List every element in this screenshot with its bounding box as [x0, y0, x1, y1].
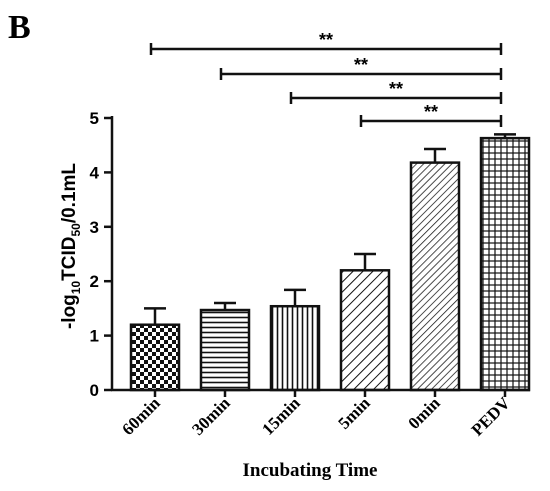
y-axis-title: -log10TCID50/0.1mL [59, 163, 83, 329]
bar [129, 323, 181, 392]
bar [409, 161, 461, 392]
significance-label: ** [319, 30, 333, 50]
x-tick-label: 30min [188, 393, 234, 439]
y-tick-label: 1 [90, 327, 99, 346]
significance-label: ** [389, 79, 403, 99]
y-axis-title-part: TCID [59, 237, 80, 281]
y-axis-title-part: /0.1mL [59, 163, 80, 224]
y-axis-title-part: -log [59, 294, 80, 329]
bar [479, 136, 531, 392]
x-tick-label: 60min [118, 393, 164, 439]
significance-label: ** [424, 102, 438, 122]
significance-label: ** [354, 55, 368, 75]
x-tick-label: 5min [334, 393, 374, 433]
bar [199, 308, 251, 392]
x-tick-label: PEDV [468, 393, 515, 440]
x-tick-label: 15min [258, 393, 304, 439]
x-tick-label: 0min [404, 393, 444, 433]
y-tick-label: 5 [90, 109, 99, 128]
y-axis-title-subscript: 50 [69, 223, 83, 237]
y-axis-title-subscript: 10 [69, 281, 83, 295]
y-tick-label: 3 [90, 218, 99, 237]
y-tick-label: 4 [90, 163, 100, 182]
bar [269, 304, 321, 392]
y-tick-label: 0 [90, 381, 99, 400]
y-tick-label: 2 [90, 272, 99, 291]
bar [339, 269, 391, 392]
plot-area: 0 1 2 3 4 5 60min 30min 15min 5min 0min PEDV ** ** ** *… [90, 30, 531, 440]
x-axis-title: Incubating Time [243, 460, 378, 481]
panel-label: B [8, 9, 31, 46]
